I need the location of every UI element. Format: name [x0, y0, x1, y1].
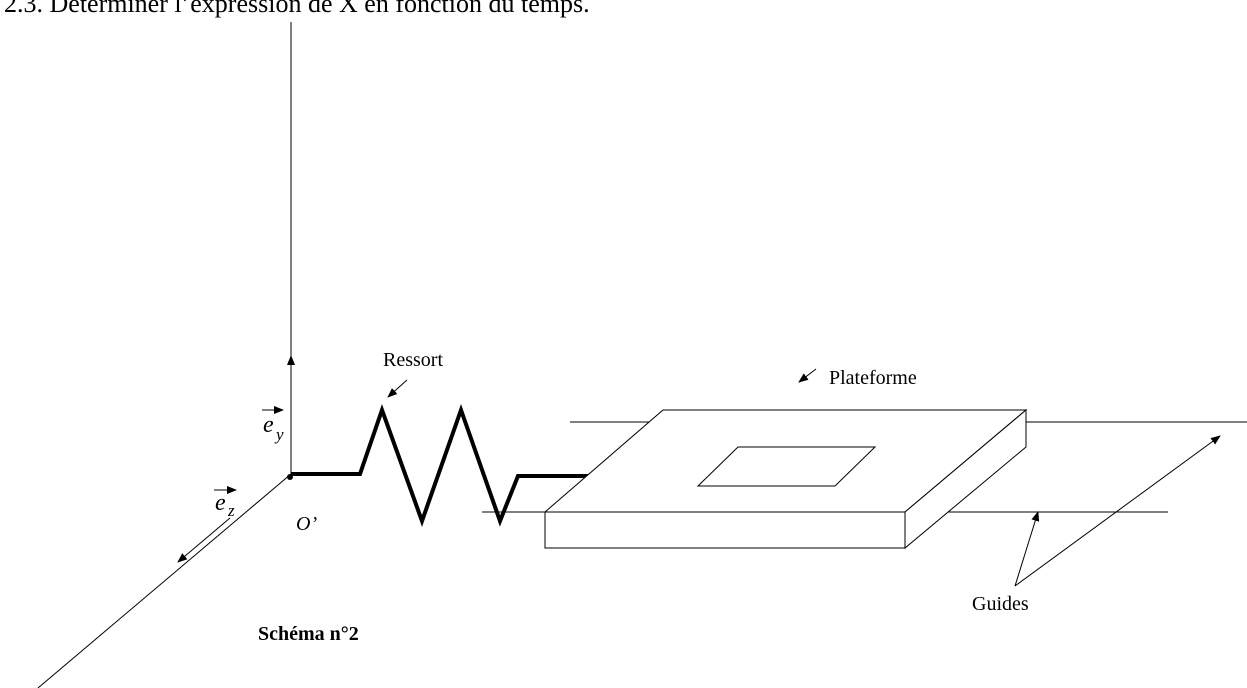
- guides-label: Guides: [972, 593, 1029, 615]
- guide-pointer: [1014, 435, 1221, 587]
- z-axis: [37, 473, 292, 688]
- spring: [291, 403, 592, 527]
- ez-vector: [177, 517, 231, 563]
- heading: 2.3. Déterminer l’expression de X en fon…: [4, 0, 590, 18]
- ez-base: e: [215, 490, 226, 516]
- ey-base: e: [263, 412, 274, 438]
- ez-label: e z: [214, 486, 237, 520]
- caption: Schéma n°2: [258, 623, 359, 645]
- ey-label: e y: [262, 406, 284, 444]
- origin-label: O’: [296, 513, 317, 535]
- ez-sub: z: [227, 501, 235, 520]
- platform: [543, 408, 1028, 550]
- guide-pointer: [1014, 511, 1040, 587]
- platform-label: Plateforme: [829, 367, 917, 389]
- spring-label: Ressort: [383, 349, 443, 371]
- spring-pointer: [387, 379, 408, 398]
- platform-pointer: [798, 368, 817, 383]
- ey-sub: y: [274, 425, 284, 444]
